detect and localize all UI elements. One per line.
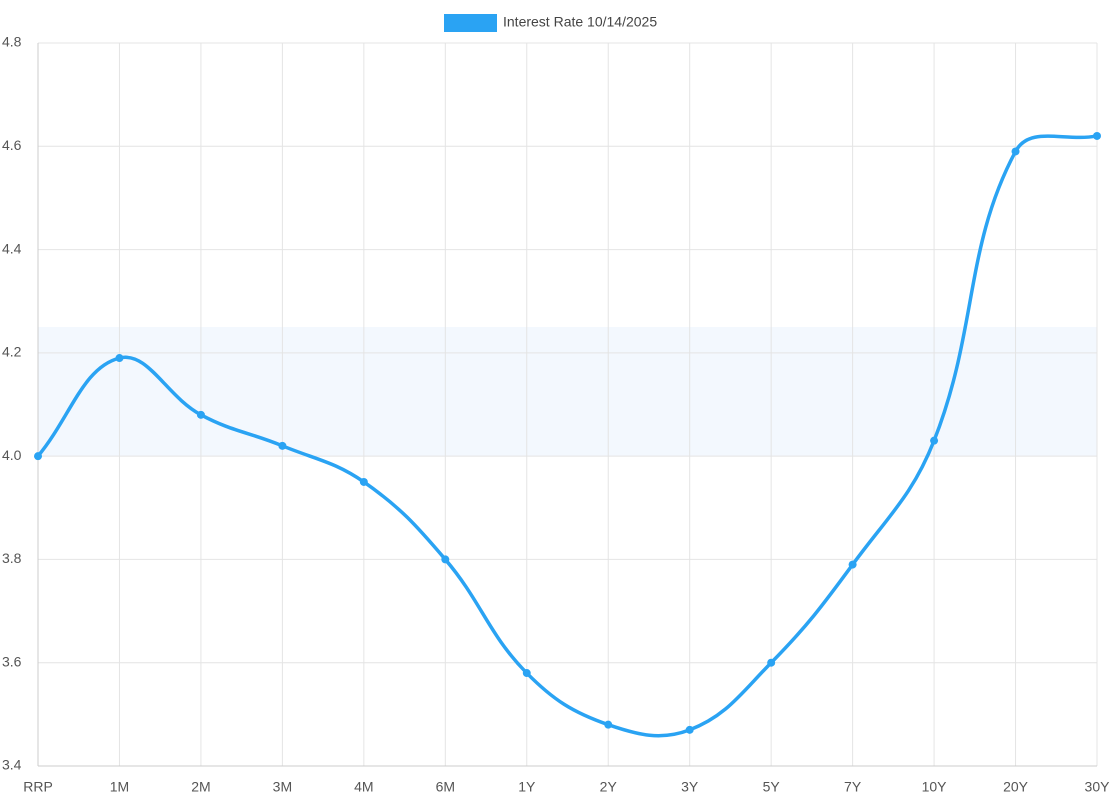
point: [196, 410, 205, 419]
point: [1093, 131, 1101, 140]
line: [36, 134, 1098, 738]
x-tick-label: 6M: [436, 779, 455, 795]
x-tick-label: 3Y: [681, 779, 699, 795]
x-tick-label: 2M: [191, 779, 210, 795]
x-tick-label: 1M: [110, 779, 129, 795]
x-tick-label: 3M: [273, 779, 292, 795]
point: [522, 669, 531, 678]
x-tick-label: 20Y: [1003, 779, 1029, 795]
y-tick-label: 4.2: [2, 344, 22, 360]
x-tick-label: RRP: [23, 779, 53, 795]
legend-swatch: [444, 14, 497, 32]
y-tick-label: 3.4: [2, 757, 22, 773]
y-tick-label: 3.6: [2, 653, 22, 669]
point: [441, 555, 450, 564]
x-tick-label: 30Y: [1085, 779, 1111, 795]
point: [359, 477, 368, 486]
y-tick-label: 4.8: [2, 34, 22, 50]
point: [115, 354, 124, 363]
y-tick-label: 4.6: [2, 137, 22, 153]
point: [34, 452, 42, 461]
point: [1011, 147, 1020, 156]
point: [278, 441, 287, 450]
y-tick-label: 3.8: [2, 550, 22, 566]
point: [604, 720, 613, 729]
point: [767, 658, 776, 667]
x-tick-label: 10Y: [922, 779, 948, 795]
point: [848, 560, 857, 569]
reference-band: [38, 327, 1097, 457]
y-tick-label: 4.0: [2, 447, 22, 463]
point: [685, 725, 694, 734]
legend-label: Interest Rate 10/14/2025: [503, 14, 657, 30]
x-tick-label: 1Y: [518, 779, 536, 795]
x-tick-label: 5Y: [763, 779, 781, 795]
x-tick-label: 2Y: [600, 779, 618, 795]
y-tick-label: 4.4: [2, 240, 22, 256]
x-tick-label: 7Y: [844, 779, 862, 795]
point: [930, 436, 939, 445]
x-tick-label: 4M: [354, 779, 373, 795]
